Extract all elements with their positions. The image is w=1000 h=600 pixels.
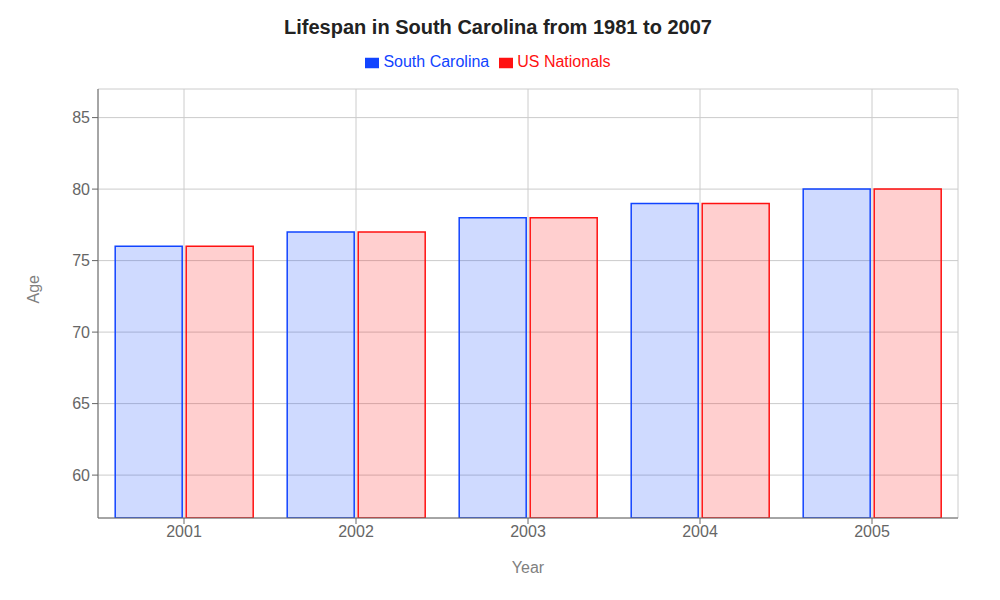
svg-text:2005: 2005: [854, 523, 890, 540]
html-text:US Nationals: US Nationals: [517, 53, 611, 70]
svg-text:65: 65: [72, 395, 90, 412]
svg-text:2002: 2002: [338, 523, 374, 540]
svg-text:2003: 2003: [510, 523, 546, 540]
svg-text:85: 85: [72, 109, 90, 126]
svg-text:2004: 2004: [682, 523, 718, 540]
svg-text:75: 75: [72, 252, 90, 269]
svg-text:2001: 2001: [166, 523, 202, 540]
html-text:South Carolina: South Carolina: [383, 53, 490, 70]
svg-text:70: 70: [72, 324, 90, 341]
svg-text:80: 80: [72, 181, 90, 198]
svg-text:Age: Age: [25, 275, 42, 304]
svg-text:Year: Year: [512, 559, 545, 576]
svg-text:60: 60: [72, 467, 90, 484]
html-text:Lifespan in South Carolina fro: Lifespan in South Carolina from 1981 to …: [284, 16, 712, 38]
